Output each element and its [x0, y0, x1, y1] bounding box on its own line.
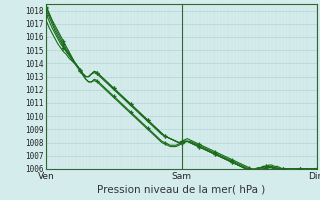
- X-axis label: Pression niveau de la mer( hPa ): Pression niveau de la mer( hPa ): [98, 185, 266, 195]
